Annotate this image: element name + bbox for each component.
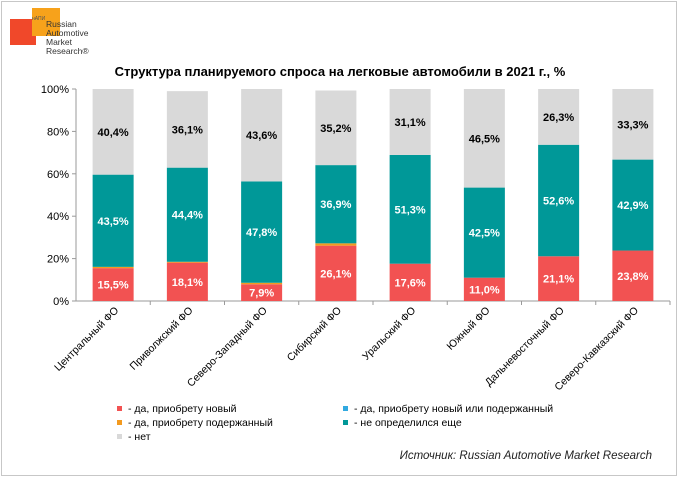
legend-label-no: - нет — [128, 431, 151, 443]
data-label-undecided: 44,4% — [172, 210, 203, 222]
data-label-new: 23,8% — [617, 271, 648, 283]
bar-segment-new — [92, 268, 134, 301]
bar-segment-new — [241, 284, 283, 301]
data-label-undecided: 42,5% — [469, 228, 500, 240]
legend-label-either: - да, приобрету новый или подержанный — [354, 403, 554, 415]
bar-segment-no — [166, 91, 208, 168]
data-label-undecided: 42,9% — [617, 200, 648, 212]
bar-segment-undecided — [241, 181, 283, 283]
x-category-label: Сибирский ФО — [285, 305, 344, 364]
bar-segment-used — [315, 243, 357, 246]
data-label-no: 31,1% — [395, 117, 426, 129]
x-category-label: Северо-Западный ФО — [185, 305, 270, 390]
data-label-undecided: 36,9% — [320, 199, 351, 211]
y-tick-label: 40% — [47, 211, 69, 223]
bar-segment-no — [315, 90, 357, 166]
data-label-new: 21,1% — [543, 274, 574, 286]
bar-segment-undecided — [463, 187, 505, 278]
data-label-no: 46,5% — [469, 133, 500, 145]
legend-label-new: - да, приобрету новый — [128, 403, 237, 415]
logo-line-1: Russian — [46, 19, 77, 29]
bar-segment-new — [315, 245, 357, 301]
legend-item-new: - да, приобрету новый — [117, 403, 237, 415]
y-tick-label: 80% — [47, 126, 69, 138]
data-label-undecided: 47,8% — [246, 227, 277, 239]
legend-label-used: - да, приобрету подержанный — [128, 417, 273, 429]
legend-swatch-new — [117, 405, 122, 411]
bar-segment-used — [166, 261, 208, 263]
legend-item-undecided: - не определился еще — [343, 417, 462, 429]
y-tick-label: 0% — [53, 296, 69, 308]
y-tick-label: 20% — [47, 254, 69, 266]
data-label-no: 26,3% — [543, 112, 574, 124]
logo-text: Russian Automotive Market Research® — [46, 20, 89, 56]
logo-line-2: Automotive — [46, 28, 89, 38]
data-label-new: 7,9% — [249, 288, 274, 300]
legend-swatch-either — [343, 405, 348, 411]
data-label-undecided: 52,6% — [543, 196, 574, 208]
x-category-label: Южный ФО — [444, 305, 492, 353]
data-label-new: 15,5% — [98, 280, 129, 292]
bar-segment-undecided — [166, 167, 208, 262]
bar-segment-undecided — [315, 165, 357, 244]
data-label-new: 18,1% — [172, 277, 203, 289]
data-label-no: 43,6% — [246, 130, 277, 142]
chart-title: Структура планируемого спроса на легковы… — [114, 64, 566, 79]
x-category-label: Уральский ФО — [360, 305, 418, 363]
bar-segment-new — [463, 277, 505, 301]
legend-swatch-no — [117, 433, 122, 439]
bar-segment-new — [612, 250, 654, 301]
legend-item-either: - да, приобрету новый или подержанный — [343, 403, 553, 415]
logo-line-3: Market — [46, 37, 72, 47]
data-label-new: 26,1% — [320, 268, 351, 280]
bar-segment-no — [389, 89, 431, 155]
logo: нАПИ Russian Automotive Market Research® — [10, 8, 100, 68]
legend-item-used: - да, приобрету подержанный — [117, 417, 273, 429]
x-category-label: Северо-Кавказский ФО — [552, 305, 641, 394]
source-note: Источник: Russian Automotive Market Rese… — [399, 450, 652, 462]
logo-line-4: Research® — [46, 46, 89, 56]
logo-red-square — [10, 19, 36, 45]
bar-segment-undecided — [92, 174, 134, 267]
y-tick-label: 60% — [47, 169, 69, 181]
data-label-new: 17,6% — [395, 277, 426, 289]
bar-segment-new — [538, 256, 580, 301]
data-label-no: 33,3% — [617, 119, 648, 131]
bar-segment-no — [463, 89, 505, 188]
data-label-no: 35,2% — [320, 123, 351, 135]
stacked-bar-chart: 0% 20% 40% 60% 80% 100% 15,5% 43,5% 40,4% Централ… — [41, 84, 671, 394]
x-category-label: Центральный ФО — [52, 305, 121, 374]
bar-segment-new — [389, 263, 431, 301]
data-label-no: 36,1% — [172, 124, 203, 136]
logo-orange-square — [32, 8, 60, 36]
data-label-new: 11,0% — [469, 284, 500, 296]
data-label-undecided: 51,3% — [395, 204, 426, 216]
y-tick-label: 100% — [41, 84, 69, 96]
bar-segment-no — [241, 89, 283, 182]
data-label-no: 40,4% — [98, 127, 129, 139]
bar-segment-undecided — [612, 159, 654, 251]
legend-swatch-used — [117, 419, 122, 425]
legend-label-undecided: - не определился еще — [354, 417, 462, 429]
bar-segment-undecided — [389, 154, 431, 264]
bar-segment-used — [92, 266, 134, 269]
bar-segment-no — [612, 89, 654, 160]
logo-small-text: нАПИ — [32, 16, 46, 22]
x-category-label: Дальневосточный ФО — [483, 305, 567, 389]
bar-segment-new — [166, 262, 208, 301]
data-label-undecided: 43,5% — [98, 216, 129, 228]
legend-item-no: - нет — [117, 431, 151, 443]
x-category-label: Приволжский ФО — [128, 305, 196, 373]
bar-segment-undecided — [538, 144, 580, 257]
bar-segment-used — [241, 282, 283, 285]
legend-swatch-undecided — [343, 419, 348, 425]
bar-segment-no — [92, 89, 134, 175]
bar-segment-no — [538, 89, 580, 145]
